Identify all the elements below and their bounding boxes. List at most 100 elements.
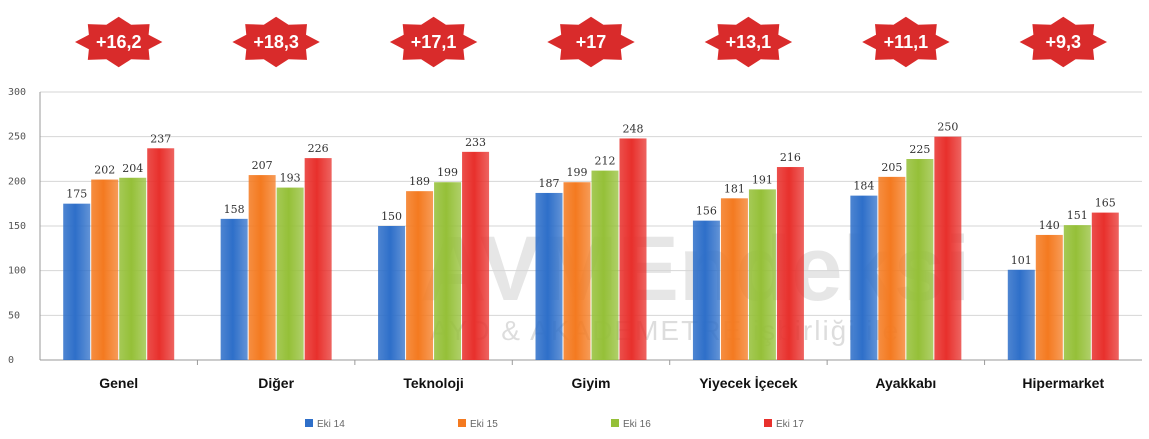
x-category-label: Diğer: [258, 375, 294, 391]
badge-value: +17: [576, 32, 607, 52]
legend-label: Eki 16: [623, 419, 651, 430]
bar: [63, 203, 91, 360]
bar: [535, 192, 563, 360]
data-label: 158: [224, 203, 245, 216]
bar: [1063, 225, 1091, 360]
data-label: 101: [1011, 254, 1032, 267]
badge-star: [1019, 16, 1107, 68]
bar: [406, 191, 434, 360]
data-labels: 175 202 204 237 158 207 193 226 150 189 199 233 187 1…: [66, 121, 1116, 267]
badge-value: +9,3: [1046, 32, 1082, 52]
bar: [91, 179, 119, 360]
bar: [119, 177, 147, 360]
bar: [776, 167, 804, 360]
bars: [63, 136, 1119, 360]
badge-star: [75, 16, 163, 68]
badge-star: [704, 16, 793, 68]
data-label: 199: [437, 166, 458, 179]
data-label: 248: [623, 122, 644, 135]
y-tick-label: 0: [8, 355, 14, 366]
legend-swatch: [611, 419, 619, 427]
badge-value: +17,1: [411, 32, 457, 52]
data-label: 140: [1039, 219, 1060, 232]
badge-star: [547, 16, 635, 68]
bar: [1035, 234, 1063, 360]
bar: [748, 189, 776, 360]
data-label: 193: [280, 172, 301, 185]
y-tick-label: 100: [8, 266, 26, 277]
data-label: 189: [409, 175, 430, 188]
badge-value: +16,2: [96, 32, 142, 52]
y-tick-label: 300: [8, 87, 26, 98]
bar: [934, 136, 962, 360]
legend-label: Eki 17: [776, 419, 804, 430]
badge-value: +18,3: [253, 32, 299, 52]
data-label: 226: [308, 142, 329, 155]
bar: [906, 159, 934, 360]
data-label: 233: [465, 136, 486, 149]
data-label: 202: [94, 164, 115, 177]
y-tick-label: 50: [8, 310, 20, 321]
y-tick-label: 200: [8, 176, 26, 187]
data-label: 191: [752, 173, 773, 186]
x-category-label: Hipermarket: [1022, 375, 1104, 391]
x-category-label: Giyim: [572, 375, 611, 391]
data-label: 187: [539, 177, 560, 190]
bar: [147, 148, 175, 360]
badge-value: +13,1: [726, 32, 772, 52]
legend-label: Eki 14: [317, 419, 345, 430]
y-tick-label: 150: [8, 221, 26, 232]
data-label: 150: [381, 210, 402, 223]
watermark-sub-text: AYD & AKADEMETRE işbirliği ile: [430, 315, 900, 346]
legend-label: Eki 15: [470, 419, 498, 430]
bar: [378, 226, 406, 360]
legend-swatch: [305, 419, 313, 427]
bar: [304, 158, 332, 360]
data-label: 237: [150, 132, 171, 145]
data-label: 250: [937, 121, 958, 134]
bar: [720, 198, 748, 360]
data-label: 225: [909, 143, 930, 156]
bar: [850, 195, 878, 360]
badge-value: +11,1: [884, 32, 929, 52]
x-category-label: Genel: [99, 375, 138, 391]
data-label: 207: [252, 159, 273, 172]
bar: [1007, 269, 1035, 360]
legend: Eki 14 Eki 15 Eki 16 Eki 17: [305, 419, 804, 430]
bar: [462, 151, 490, 360]
data-label: 156: [696, 205, 717, 218]
data-label: 212: [595, 155, 616, 168]
bar: [220, 218, 248, 360]
bar: [878, 176, 906, 360]
data-label: 175: [66, 188, 87, 201]
x-category-label: Ayakkabı: [875, 375, 936, 391]
bar: [692, 220, 720, 360]
data-label: 204: [122, 162, 143, 175]
data-label: 216: [780, 151, 801, 164]
bar: [434, 182, 462, 360]
bar: [563, 182, 591, 360]
data-label: 181: [724, 182, 745, 195]
bar: [619, 138, 647, 360]
bar: [276, 187, 304, 360]
legend-swatch: [458, 419, 466, 427]
y-axis: 0 50 100 150 200 250 300: [8, 87, 41, 366]
legend-swatch: [764, 419, 772, 427]
data-label: 199: [567, 166, 588, 179]
y-tick-label: 250: [8, 132, 26, 143]
x-axis: Genel Diğer Teknoloji Giyim Yiyecek İçecek Ay…: [99, 360, 1104, 391]
x-category-label: Yiyecek İçecek: [699, 375, 798, 391]
badge-star: [232, 16, 320, 68]
badge-star: [862, 16, 950, 68]
bar: [248, 175, 276, 360]
data-label: 184: [853, 180, 874, 193]
data-label: 151: [1067, 209, 1088, 222]
data-label: 205: [881, 161, 902, 174]
data-label: 165: [1095, 197, 1116, 210]
bar: [591, 170, 619, 360]
x-category-label: Teknoloji: [403, 375, 463, 391]
change-badges: +16,2 +18,3 +17,1 +17 +13,1 +11,1 +9,3: [75, 16, 1107, 68]
badge-star: [389, 16, 478, 68]
bar: [1091, 212, 1119, 360]
